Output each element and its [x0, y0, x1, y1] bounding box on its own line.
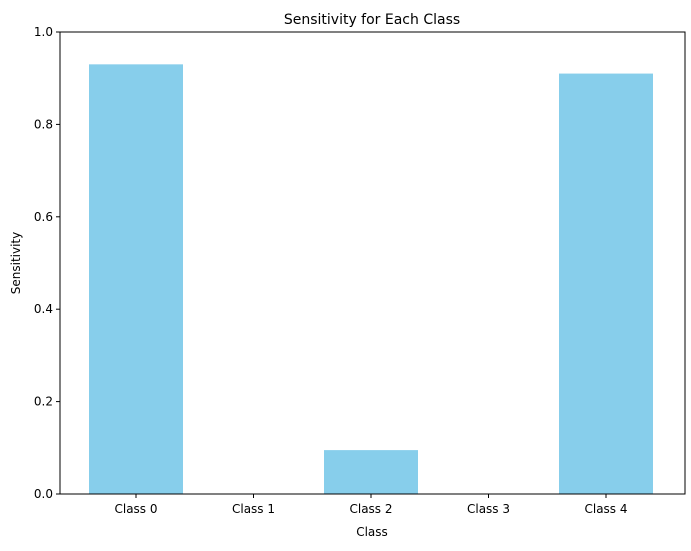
x-tick-label: Class 3	[467, 502, 510, 516]
y-tick-label: 1.0	[34, 25, 53, 39]
x-tick-label: Class 2	[349, 502, 392, 516]
bar-class-0	[89, 64, 183, 494]
bars-layer	[89, 64, 653, 494]
y-tick-label: 0.4	[34, 302, 53, 316]
chart-title: Sensitivity for Each Class	[284, 12, 460, 28]
bar-class-2	[324, 450, 418, 494]
x-tick-label: Class 1	[232, 502, 275, 516]
y-tick-label: 0.2	[34, 395, 53, 409]
y-tick-label: 0.0	[34, 487, 53, 501]
plot-frame	[59, 31, 686, 495]
x-tick-label: Class 0	[114, 502, 157, 516]
x-axis: Class 0 Class 1 Class 2 Class 3 Class 4	[114, 494, 628, 516]
bar-class-4	[559, 73, 653, 494]
y-tick-label: 0.8	[34, 117, 53, 131]
x-tick-label: Class 4	[584, 502, 627, 516]
y-tick-label: 0.6	[34, 210, 53, 224]
x-axis-label: Class	[356, 525, 388, 539]
y-axis: 0.0 0.2 0.4 0.6 0.8 1.0	[34, 25, 60, 501]
y-axis-label: Sensitivity	[9, 232, 23, 294]
